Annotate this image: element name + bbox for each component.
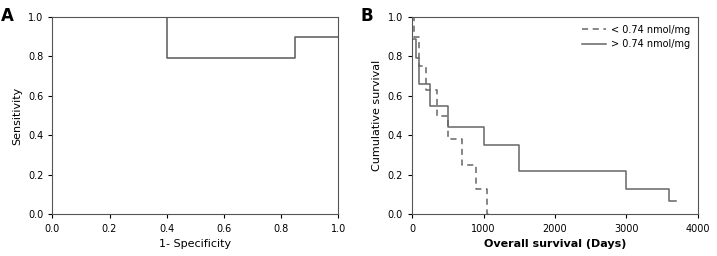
Text: B: B	[361, 7, 374, 25]
Text: A: A	[1, 7, 14, 25]
Legend: < 0.74 nmol/mg, > 0.74 nmol/mg: < 0.74 nmol/mg, > 0.74 nmol/mg	[579, 22, 693, 52]
X-axis label: 1- Specificity: 1- Specificity	[159, 239, 232, 249]
X-axis label: Overall survival (Days): Overall survival (Days)	[484, 239, 626, 249]
Y-axis label: Sensitivity: Sensitivity	[12, 87, 22, 145]
Y-axis label: Cumulative survival: Cumulative survival	[372, 60, 382, 171]
